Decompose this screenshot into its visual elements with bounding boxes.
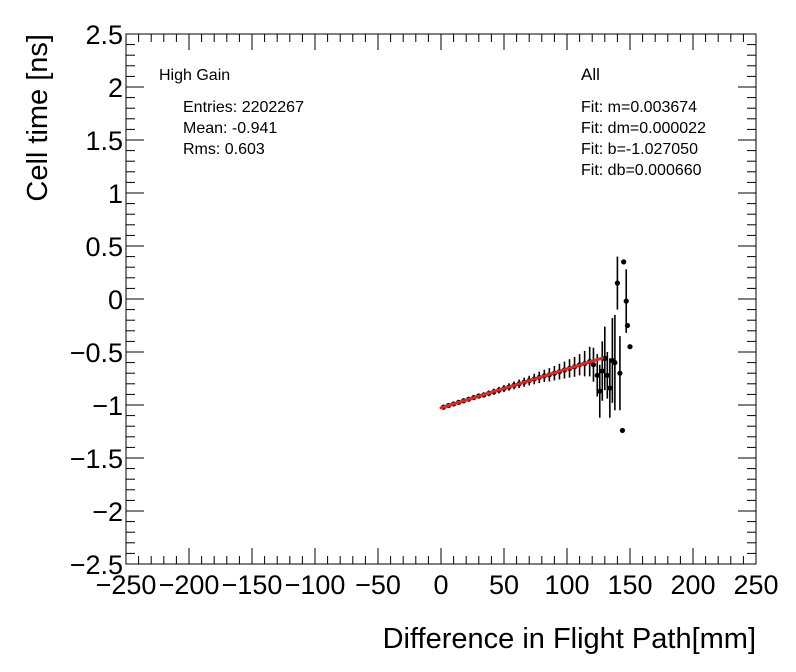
y-tick-label: 2	[108, 73, 123, 103]
data-point	[604, 352, 610, 399]
y-tick-label: 0	[108, 285, 123, 315]
y-tick-label: −0.5	[70, 338, 123, 368]
y-tick-label: 1.5	[85, 126, 123, 156]
fit-line-layer	[439, 356, 604, 410]
x-tick-label: 250	[733, 570, 778, 600]
x-axis-ticks	[125, 34, 757, 564]
fit-dm-text: Fit: dm=0.000022	[581, 120, 706, 137]
stats-mean: Mean: -0.941	[183, 120, 277, 137]
y-axis-tick-labels: −2.5 −2 −1.5 −1 −0.5 0 0.5 1 1.5 2 2.5	[70, 20, 123, 580]
fit-m-text: Fit: m=0.003674	[581, 99, 697, 116]
x-tick-label: −200	[159, 570, 220, 600]
y-tick-label: 2.5	[85, 20, 123, 50]
gain-label: High Gain	[159, 67, 230, 84]
y-tick-label: 1	[108, 179, 123, 209]
x-tick-label: −250	[96, 570, 157, 600]
x-tick-label: 150	[607, 570, 652, 600]
point-marker	[614, 280, 621, 286]
point-marker	[590, 362, 597, 368]
fit-db-text: Fit: db=0.000660	[581, 162, 702, 179]
x-axis-tick-labels: −250 −200 −150 −100 −50 0 50 100 150 200 250	[96, 570, 779, 600]
x-tick-label: 50	[489, 570, 519, 600]
data-point	[619, 427, 626, 434]
point-marker	[602, 355, 608, 361]
fit-b-text: Fit: b=-1.027050	[581, 141, 698, 158]
x-tick-label: 100	[544, 570, 589, 600]
data-point	[602, 326, 608, 391]
y-tick-label: 0.5	[85, 232, 123, 262]
data-point	[617, 336, 623, 411]
point-marker	[621, 259, 627, 265]
y-tick-label: −2	[92, 497, 123, 527]
data-point	[612, 314, 618, 411]
point-marker	[623, 298, 629, 304]
data-points	[440, 256, 633, 434]
point-marker	[627, 344, 633, 350]
y-tick-label: −1.5	[70, 444, 123, 474]
x-axis-title: Difference in Flight Path[mm]	[383, 623, 756, 655]
point-marker	[597, 388, 603, 394]
data-point	[594, 354, 600, 397]
data-point	[627, 344, 633, 350]
x-tick-label: −150	[222, 570, 283, 600]
data-point	[597, 364, 603, 418]
point-marker	[599, 368, 605, 374]
data-point	[590, 347, 597, 382]
x-tick-label: 0	[433, 570, 448, 600]
y-axis-title: Cell time [ns]	[22, 34, 54, 202]
point-marker	[607, 385, 613, 391]
point-marker	[617, 370, 623, 376]
point-marker	[619, 427, 626, 434]
x-tick-label: −50	[355, 570, 401, 600]
stats-rms: Rms: 0.603	[183, 141, 265, 158]
point-marker	[604, 372, 610, 378]
x-tick-label: 200	[670, 570, 715, 600]
selection-label: All	[581, 65, 600, 84]
y-tick-label: −2.5	[70, 550, 123, 580]
fit-line	[439, 356, 604, 410]
data-point	[624, 322, 631, 329]
point-marker	[624, 322, 631, 329]
data-point	[614, 256, 621, 310]
x-tick-label: −100	[285, 570, 346, 600]
stats-entries: Entries: 2202267	[183, 99, 304, 116]
point-marker	[612, 360, 618, 366]
point-marker	[594, 372, 600, 378]
data-point	[623, 269, 629, 333]
data-point	[607, 358, 613, 418]
y-axis-ticks	[126, 33, 756, 565]
y-tick-label: −1	[92, 391, 123, 421]
data-point	[621, 259, 627, 265]
data-point	[599, 341, 605, 401]
